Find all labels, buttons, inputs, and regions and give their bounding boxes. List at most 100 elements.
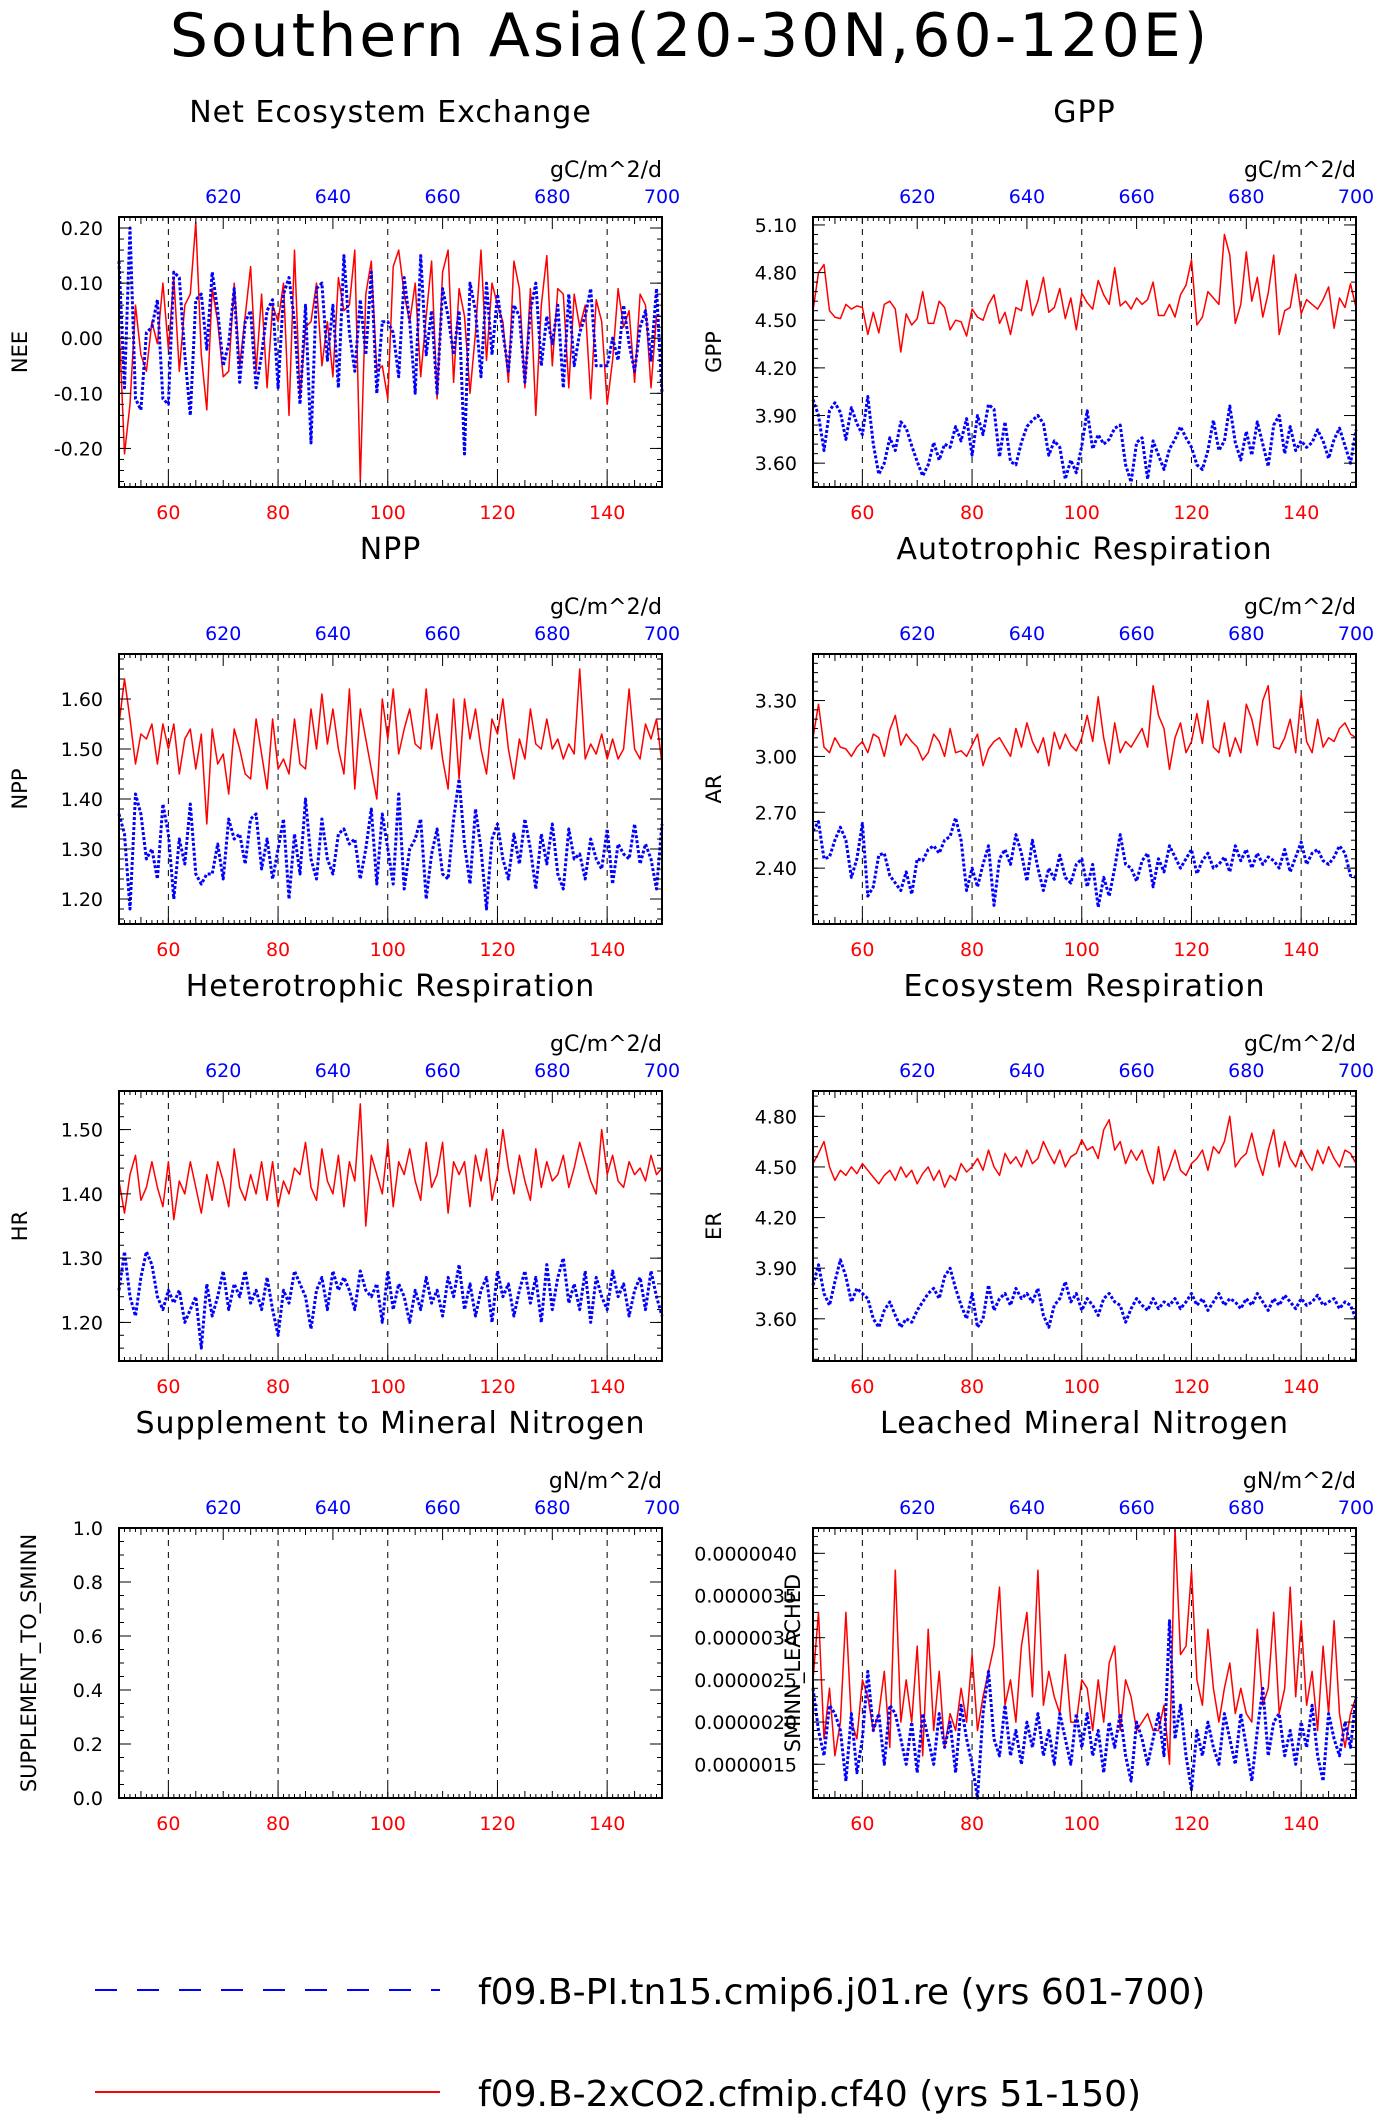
x-tick-label: 100 bbox=[370, 1813, 406, 1835]
x-tick-label: 100 bbox=[370, 502, 406, 524]
x-tick-label: 140 bbox=[1283, 1376, 1319, 1398]
y-tick-label: 0.00 bbox=[61, 328, 103, 350]
y-axis-label: NEE bbox=[8, 331, 32, 373]
units-label: gC/m^2/d bbox=[550, 1032, 662, 1057]
x-tick-label: 80 bbox=[266, 1813, 290, 1835]
top-tick-label: 640 bbox=[315, 1497, 351, 1519]
y-tick-label: 3.90 bbox=[755, 406, 797, 428]
chart-panel: Net Ecosystem Exchange gC/m^2/d 60 80 100 120… bbox=[8, 95, 680, 524]
red-series-line bbox=[118, 668, 663, 825]
blue-series-line bbox=[117, 777, 664, 911]
x-tick-label: 140 bbox=[589, 502, 625, 524]
top-tick-label: 700 bbox=[644, 623, 680, 645]
chart-title: GPP bbox=[1053, 95, 1115, 130]
x-tick-label: 140 bbox=[1283, 939, 1319, 961]
y-axis-label: NPP bbox=[8, 768, 32, 809]
top-tick-label: 680 bbox=[534, 1497, 570, 1519]
chart-panel: Leached Mineral Nitrogen gN/m^2/d 60 80 100 1… bbox=[694, 1406, 1374, 1835]
y-tick-label: -0.20 bbox=[54, 438, 103, 460]
y-tick-label: 0.4 bbox=[73, 1680, 103, 1702]
top-tick-label: 680 bbox=[1228, 1060, 1264, 1082]
top-tick-label: 660 bbox=[424, 1497, 460, 1519]
top-tick-label: 680 bbox=[1228, 186, 1264, 208]
y-tick-label: 0.8 bbox=[73, 1572, 103, 1594]
x-tick-label: 140 bbox=[589, 1376, 625, 1398]
x-tick-label: 60 bbox=[850, 939, 874, 961]
x-tick-label: 80 bbox=[266, 1376, 290, 1398]
x-tick-label: 100 bbox=[370, 1376, 406, 1398]
y-tick-label: 2.40 bbox=[755, 858, 797, 880]
top-tick-label: 620 bbox=[205, 623, 241, 645]
y-tick-label: 4.20 bbox=[755, 1208, 797, 1230]
y-tick-label: 0.0000020 bbox=[694, 1712, 797, 1734]
units-label: gC/m^2/d bbox=[550, 595, 662, 620]
top-tick-label: 660 bbox=[424, 623, 460, 645]
chart-title: Net Ecosystem Exchange bbox=[189, 95, 592, 130]
y-axis-label: AR bbox=[702, 775, 726, 804]
units-label: gN/m^2/d bbox=[1243, 1469, 1356, 1494]
red-series-line bbox=[812, 684, 1357, 771]
y-axis-label: HR bbox=[8, 1211, 32, 1241]
y-tick-label: 0.0000015 bbox=[694, 1754, 797, 1776]
y-tick-label: 3.60 bbox=[755, 1309, 797, 1331]
x-tick-label: 120 bbox=[479, 1813, 515, 1835]
top-tick-label: 640 bbox=[1009, 186, 1045, 208]
units-label: gC/m^2/d bbox=[550, 158, 662, 183]
y-axis-label: SMINN_LEACHED bbox=[781, 1574, 806, 1752]
top-tick-label: 620 bbox=[205, 1497, 241, 1519]
x-tick-label: 80 bbox=[266, 502, 290, 524]
red-series-line bbox=[812, 1115, 1357, 1188]
top-tick-label: 680 bbox=[534, 186, 570, 208]
x-tick-label: 140 bbox=[1283, 1813, 1319, 1835]
chart-panel: NPP gC/m^2/d 60 80 100 120 140 620 640 660 680 700 1… bbox=[8, 532, 680, 961]
y-tick-label: 0.0 bbox=[73, 1788, 103, 1810]
x-tick-label: 120 bbox=[1173, 939, 1209, 961]
units-label: gC/m^2/d bbox=[1244, 595, 1356, 620]
x-tick-label: 120 bbox=[479, 939, 515, 961]
x-tick-label: 60 bbox=[156, 502, 180, 524]
top-tick-label: 640 bbox=[315, 186, 351, 208]
x-tick-label: 80 bbox=[960, 939, 984, 961]
top-tick-label: 700 bbox=[1338, 623, 1374, 645]
y-tick-label: 1.20 bbox=[61, 889, 103, 911]
plot-frame bbox=[118, 1527, 663, 1799]
top-tick-label: 700 bbox=[1338, 1497, 1374, 1519]
y-tick-label: 1.50 bbox=[61, 739, 103, 761]
top-tick-label: 620 bbox=[205, 1060, 241, 1082]
legend-red-label: f09.B-2xCO2.cfmip.cf40 (yrs 51-150) bbox=[478, 2074, 1141, 2115]
y-tick-label: 0.0000025 bbox=[694, 1670, 797, 1692]
top-tick-label: 700 bbox=[644, 186, 680, 208]
top-tick-label: 640 bbox=[315, 1060, 351, 1082]
top-tick-label: 660 bbox=[1118, 1060, 1154, 1082]
y-tick-label: 1.60 bbox=[61, 689, 103, 711]
top-tick-label: 660 bbox=[424, 1060, 460, 1082]
y-tick-label: 0.0000040 bbox=[694, 1543, 797, 1565]
x-tick-label: 120 bbox=[1173, 1376, 1209, 1398]
y-tick-label: 5.10 bbox=[755, 215, 797, 237]
y-axis-label: ER bbox=[702, 1212, 726, 1240]
top-tick-label: 660 bbox=[424, 186, 460, 208]
x-tick-label: 120 bbox=[1173, 1813, 1209, 1835]
blue-series-line bbox=[811, 1258, 1358, 1329]
x-tick-label: 100 bbox=[1064, 1376, 1100, 1398]
units-label: gC/m^2/d bbox=[1244, 158, 1356, 183]
x-tick-label: 140 bbox=[1283, 502, 1319, 524]
y-tick-label: 0.0000030 bbox=[694, 1628, 797, 1650]
top-tick-label: 700 bbox=[1338, 186, 1374, 208]
page-title: Southern Asia(20-30N,60-120E) bbox=[169, 1, 1211, 71]
chart-panel: GPP gC/m^2/d 60 80 100 120 140 620 640 660 680 700 3… bbox=[702, 95, 1374, 524]
blue-series-line bbox=[117, 1250, 664, 1350]
chart-title: Supplement to Mineral Nitrogen bbox=[136, 1406, 646, 1441]
y-tick-label: 4.80 bbox=[755, 1106, 797, 1128]
y-tick-label: 0.2 bbox=[73, 1734, 103, 1756]
units-label: gN/m^2/d bbox=[549, 1469, 662, 1494]
chart-title: Ecosystem Respiration bbox=[904, 969, 1266, 1004]
red-series-line bbox=[118, 221, 662, 483]
legend-blue-label: f09.B-PI.tn15.cmip6.j01.re (yrs 601-700) bbox=[478, 1972, 1205, 2013]
y-tick-label: 3.60 bbox=[755, 453, 797, 475]
y-tick-label: 3.90 bbox=[755, 1258, 797, 1280]
plot-frame bbox=[812, 1527, 1357, 1799]
charts-area: Net Ecosystem Exchange gC/m^2/d 60 80 100 120… bbox=[8, 95, 1374, 1835]
top-tick-label: 660 bbox=[1118, 623, 1154, 645]
y-tick-label: 4.80 bbox=[755, 263, 797, 285]
